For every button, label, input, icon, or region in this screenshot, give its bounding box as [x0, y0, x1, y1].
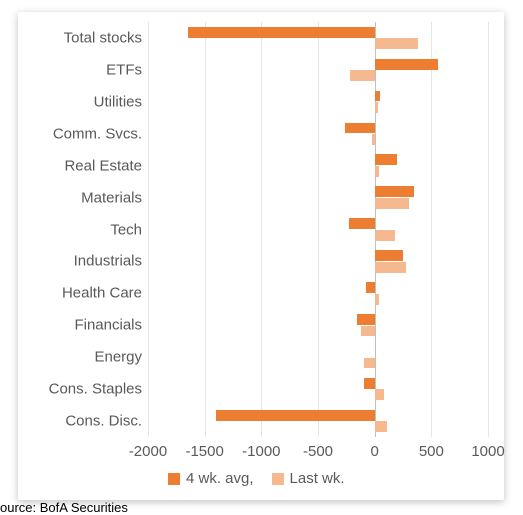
category-label: Utilities — [94, 93, 142, 110]
x-tick-label: -2000 — [129, 443, 167, 460]
legend-label: 4 wk. avg, — [186, 470, 254, 487]
category-label: Energy — [94, 349, 142, 366]
category-label: Total stocks — [64, 29, 142, 46]
category-label: Real Estate — [64, 157, 142, 174]
bar-4wk-avg — [375, 91, 381, 102]
legend-item-lastwk: Last wk. — [272, 470, 345, 487]
x-tick-label: -1500 — [185, 443, 223, 460]
legend-swatch — [168, 473, 180, 485]
bar-last-wk — [375, 38, 418, 49]
category-label: Industrials — [74, 253, 142, 270]
category-label: Cons. Staples — [49, 381, 142, 398]
category-label: Tech — [110, 221, 142, 238]
legend-item-4wk: 4 wk. avg, — [168, 470, 254, 487]
bar-4wk-avg — [375, 59, 438, 70]
gridline — [431, 22, 432, 437]
bar-last-wk — [361, 326, 375, 337]
bar-last-wk — [375, 294, 380, 305]
legend-swatch — [272, 473, 284, 485]
bar-4wk-avg — [375, 154, 398, 165]
gridline — [261, 22, 262, 437]
x-tick-label: 0 — [370, 443, 378, 460]
bar-4wk-avg — [366, 282, 375, 293]
flows-bar-chart: -2000 -1500 -1000 -500 0 500 1000 Total stocks E… — [18, 12, 504, 500]
bar-last-wk — [364, 358, 374, 369]
bar-4wk-avg — [364, 378, 374, 389]
bar-last-wk — [375, 166, 380, 177]
bar-4wk-avg — [375, 186, 415, 197]
legend-label: Last wk. — [290, 470, 345, 487]
bar-4wk-avg — [357, 314, 375, 325]
category-label: Cons. Disc. — [65, 413, 142, 430]
bar-4wk-avg — [216, 410, 375, 421]
category-label: Financials — [74, 317, 142, 334]
category-label: Comm. Svcs. — [53, 125, 142, 142]
gridline — [318, 22, 319, 437]
bar-4wk-avg — [188, 27, 375, 38]
bar-last-wk — [375, 102, 378, 113]
bar-last-wk — [375, 198, 409, 209]
x-tick-label: 1000 — [471, 443, 504, 460]
category-label: Materials — [81, 189, 142, 206]
bar-4wk-avg — [345, 123, 374, 134]
bar-last-wk — [375, 421, 387, 432]
chart-source-text: ource: BofA Securities — [0, 500, 128, 515]
gridline — [148, 22, 149, 437]
bar-last-wk — [375, 262, 407, 273]
plot-area: -2000-1500-1000-50005001000Total stocksE… — [148, 22, 488, 437]
x-tick-label: -1000 — [242, 443, 280, 460]
category-label: ETFs — [106, 61, 142, 78]
gridline — [205, 22, 206, 437]
bar-last-wk — [350, 70, 375, 81]
x-tick-label: 500 — [419, 443, 444, 460]
bar-4wk-avg — [375, 250, 403, 261]
gridline — [488, 22, 489, 437]
bar-last-wk — [375, 389, 384, 400]
chart-legend: 4 wk. avg, Last wk. — [168, 470, 345, 487]
bar-last-wk — [372, 134, 374, 145]
bar-4wk-avg — [349, 218, 375, 229]
category-label: Health Care — [62, 285, 142, 302]
bar-last-wk — [375, 230, 395, 241]
x-tick-label: -500 — [303, 443, 333, 460]
